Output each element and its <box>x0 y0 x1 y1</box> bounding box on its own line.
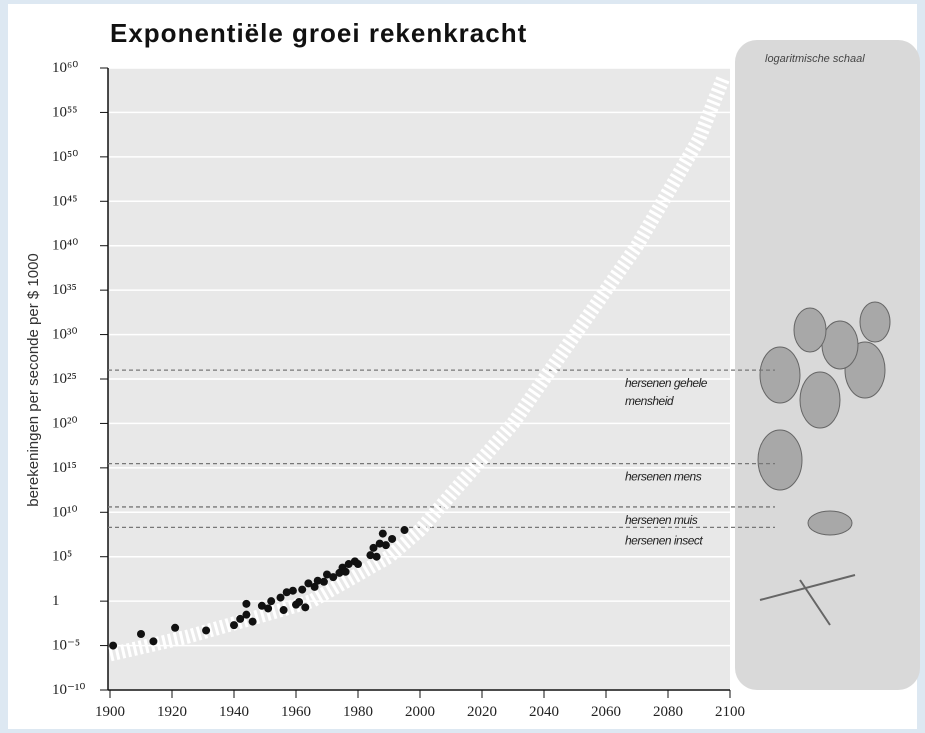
data-point <box>242 611 250 619</box>
data-point <box>320 578 328 586</box>
reference-label: hersenen insect <box>625 533 703 547</box>
data-point <box>242 600 250 608</box>
data-point <box>382 541 390 549</box>
y-tick-label: 10³⁰ <box>52 327 78 343</box>
chart: Exponentiële groei rekenkracht logaritmi… <box>0 0 925 733</box>
y-tick-label: 10⁶⁰ <box>52 60 78 76</box>
data-point <box>137 630 145 638</box>
y-tick-label: 10¹⁰ <box>52 504 78 520</box>
data-point <box>202 626 210 634</box>
x-tick-label: 2040 <box>529 704 559 720</box>
y-tick-label: 10⁵⁵ <box>52 104 77 120</box>
x-tick-label: 2060 <box>591 704 621 720</box>
y-tick-label: 1 <box>52 593 60 609</box>
y-tick-label: 10²⁵ <box>52 371 77 387</box>
x-tick-label: 1900 <box>95 704 125 720</box>
data-point <box>249 618 257 626</box>
data-point <box>230 621 238 629</box>
data-point <box>298 586 306 594</box>
data-point <box>171 624 179 632</box>
data-point <box>109 642 117 650</box>
data-point <box>354 560 362 568</box>
reference-label: hersenen gehele <box>625 376 708 390</box>
panel-label: logaritmische schaal <box>765 53 865 65</box>
data-point <box>295 598 303 606</box>
x-tick-label: 1980 <box>343 704 373 720</box>
y-tick-label: 10⁻¹⁰ <box>52 682 85 698</box>
chart-title: Exponentiële groei rekenkracht <box>110 18 527 48</box>
x-tick-label: 2000 <box>405 704 435 720</box>
y-tick-label: 10⁵ <box>52 549 72 565</box>
x-tick-label: 1920 <box>157 704 187 720</box>
data-point <box>289 587 297 595</box>
page: Exponentiële groei rekenkracht logaritmi… <box>0 0 925 733</box>
data-point <box>301 603 309 611</box>
data-point <box>379 530 387 538</box>
data-point <box>149 637 157 645</box>
data-point <box>267 597 275 605</box>
y-tick-label: 10³⁵ <box>52 282 77 298</box>
data-point <box>401 526 409 534</box>
x-tick-label: 2080 <box>653 704 683 720</box>
y-tick-label: 10²⁰ <box>52 415 78 431</box>
y-tick-label: 10¹⁵ <box>52 460 77 476</box>
data-point <box>264 604 272 612</box>
reference-label: hersenen mens <box>625 470 702 484</box>
x-tick-label: 1940 <box>219 704 249 720</box>
data-point <box>373 553 381 561</box>
x-tick-label: 2020 <box>467 704 497 720</box>
data-point <box>342 568 350 576</box>
x-tick-label: 2100 <box>715 704 745 720</box>
y-tick-label: 10⁴⁵ <box>52 193 77 209</box>
reference-label: hersenen muis <box>625 513 698 527</box>
x-tick-label: 1960 <box>281 704 311 720</box>
y-tick-label: 10⁴⁰ <box>52 238 78 254</box>
data-point <box>277 594 285 602</box>
data-point <box>388 535 396 543</box>
reference-label: mensheid <box>625 394 674 408</box>
y-tick-label: 10⁵⁰ <box>52 149 78 165</box>
data-point <box>280 606 288 614</box>
y-tick-label: 10⁻⁵ <box>52 638 80 654</box>
y-axis-label: berekeningen per seconde per $ 1000 <box>25 253 42 507</box>
